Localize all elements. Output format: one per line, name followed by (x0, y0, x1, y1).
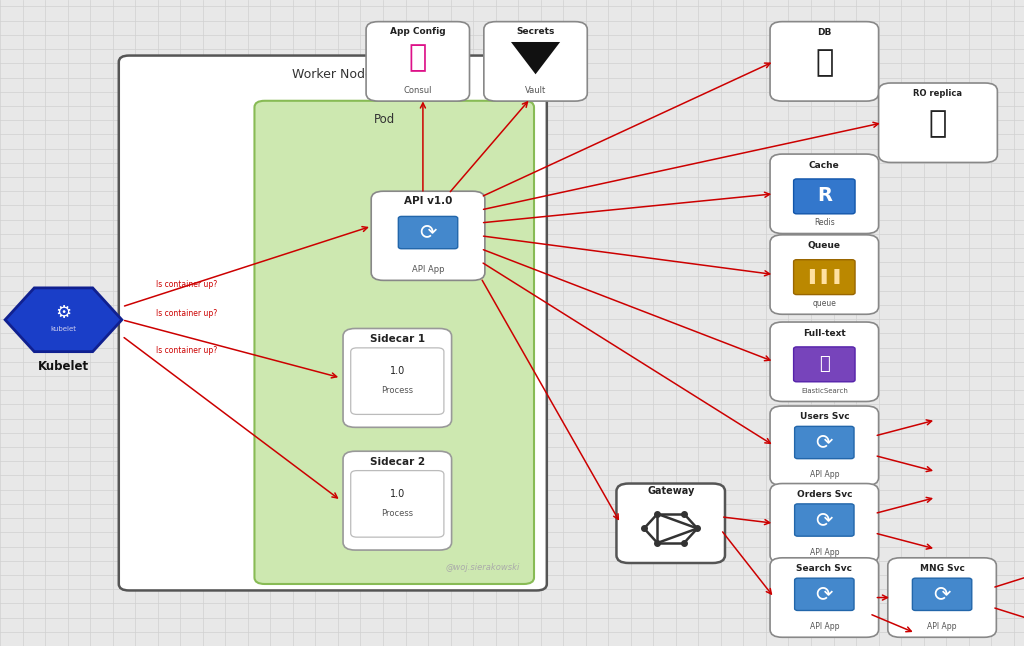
Text: Search Svc: Search Svc (797, 565, 852, 573)
Text: Sidecar 2: Sidecar 2 (370, 457, 425, 466)
FancyBboxPatch shape (770, 21, 879, 101)
Text: Secrets: Secrets (516, 28, 555, 36)
Text: ⟳: ⟳ (815, 510, 834, 530)
Text: API App: API App (810, 622, 839, 630)
Text: API App: API App (810, 470, 839, 479)
FancyBboxPatch shape (343, 329, 452, 428)
FancyBboxPatch shape (795, 426, 854, 459)
Text: ⟳: ⟳ (815, 433, 834, 452)
FancyBboxPatch shape (350, 348, 444, 415)
Text: App Config: App Config (390, 28, 445, 36)
Text: ⟳: ⟳ (933, 585, 951, 604)
FancyBboxPatch shape (794, 179, 855, 214)
FancyBboxPatch shape (770, 235, 879, 315)
Text: ⟳: ⟳ (419, 223, 437, 242)
Text: ❚❚❚: ❚❚❚ (805, 269, 844, 284)
Text: ⟳: ⟳ (815, 585, 834, 604)
FancyBboxPatch shape (119, 56, 547, 590)
Text: Is container up?: Is container up? (156, 280, 217, 289)
Text: Pod: Pod (374, 113, 395, 126)
FancyBboxPatch shape (343, 451, 452, 550)
Text: Ⓒ: Ⓒ (409, 44, 427, 72)
Text: 1.0: 1.0 (390, 489, 404, 499)
Text: 🐘: 🐘 (815, 48, 834, 77)
Text: 🐘: 🐘 (929, 110, 947, 138)
Text: MNG Svc: MNG Svc (920, 565, 965, 573)
FancyBboxPatch shape (367, 21, 469, 101)
FancyBboxPatch shape (794, 260, 855, 295)
Text: 1.0: 1.0 (390, 366, 404, 377)
Text: Consul: Consul (403, 87, 432, 95)
FancyBboxPatch shape (912, 578, 972, 610)
Polygon shape (511, 42, 560, 74)
FancyBboxPatch shape (398, 216, 458, 249)
FancyBboxPatch shape (879, 83, 997, 162)
Text: Orders Svc: Orders Svc (797, 490, 852, 499)
FancyBboxPatch shape (770, 322, 879, 401)
FancyBboxPatch shape (888, 557, 996, 637)
FancyBboxPatch shape (371, 191, 485, 280)
Text: Queue: Queue (808, 242, 841, 250)
Text: Cache: Cache (809, 161, 840, 169)
FancyBboxPatch shape (770, 483, 879, 563)
Text: Full-text: Full-text (803, 329, 846, 337)
Text: Vault: Vault (525, 87, 546, 95)
Text: Process: Process (381, 509, 414, 518)
FancyBboxPatch shape (350, 470, 444, 537)
Text: @woj.sierakowski: @woj.sierakowski (445, 563, 520, 572)
Text: kubelet: kubelet (50, 326, 77, 333)
FancyBboxPatch shape (484, 21, 588, 101)
Text: DB: DB (817, 28, 831, 37)
FancyBboxPatch shape (254, 101, 535, 584)
Text: Kubelet: Kubelet (38, 360, 89, 373)
Text: Gateway: Gateway (647, 486, 694, 496)
Text: RO replica: RO replica (913, 90, 963, 98)
Text: Redis: Redis (814, 218, 835, 227)
FancyBboxPatch shape (770, 154, 879, 234)
Text: Sidecar 1: Sidecar 1 (370, 334, 425, 344)
Text: queue: queue (812, 299, 837, 307)
Text: API App: API App (412, 266, 444, 274)
Text: ⚙: ⚙ (55, 304, 72, 322)
FancyBboxPatch shape (770, 406, 879, 486)
Text: Process: Process (381, 386, 414, 395)
FancyBboxPatch shape (795, 578, 854, 610)
Text: API App: API App (928, 622, 956, 630)
Text: Is container up?: Is container up? (156, 309, 217, 318)
Text: Worker Node: Worker Node (292, 68, 373, 81)
FancyBboxPatch shape (770, 557, 879, 637)
Text: 🔍: 🔍 (819, 355, 829, 373)
Text: R: R (817, 186, 831, 205)
Text: Users Svc: Users Svc (800, 413, 849, 421)
Text: Is container up?: Is container up? (156, 346, 217, 355)
FancyBboxPatch shape (795, 504, 854, 536)
Text: API App: API App (810, 548, 839, 556)
Text: ElasticSearch: ElasticSearch (801, 388, 848, 393)
Text: API v1.0: API v1.0 (403, 196, 453, 205)
FancyBboxPatch shape (794, 347, 855, 382)
FancyBboxPatch shape (616, 483, 725, 563)
